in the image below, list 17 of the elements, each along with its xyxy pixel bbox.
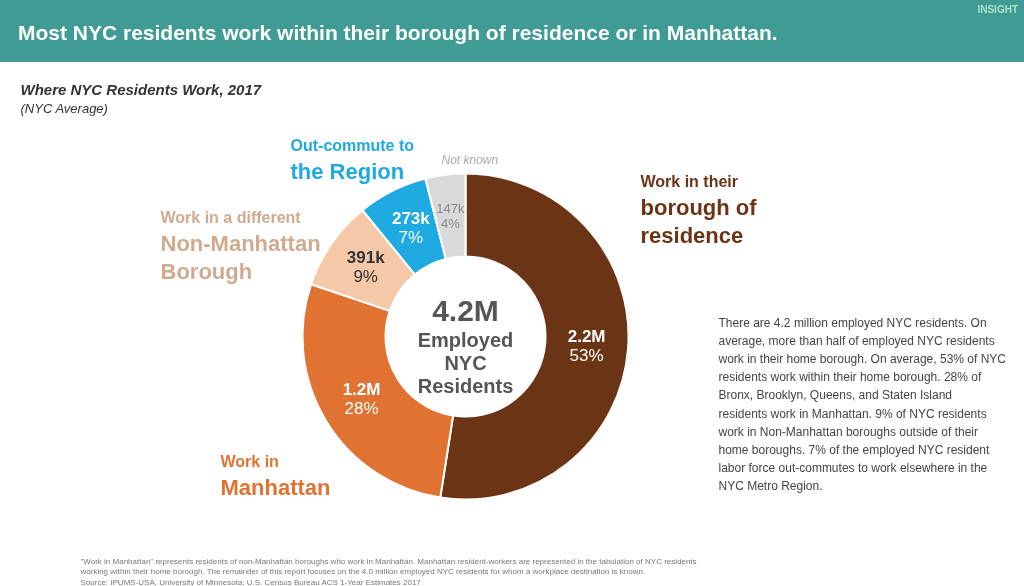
- text: "Work in Manhattan" represents residents of non-Manhattan boroughs who work in Manhattan. Manhattan resident-workers are represented in the tabulation of NYC residents working within their home borough. The remainder of this report focuses on the 4.0 million employed NYC residents for whom a workplace destination is known.: [79, 556, 697, 576]
- data-label: 2.2M 53%: [567, 326, 606, 365]
- text: 4.2M Employed NYC Residents: [417, 293, 514, 397]
- data-label: 1.2M 28%: [342, 380, 381, 419]
- data-label: 391k 9%: [346, 248, 386, 287]
- text: INSIGHT: [977, 3, 1018, 17]
- text: There are 4.2 million employed NYC residents. On average, more than half of employed NYC residents work in their home borough. On average, 53% of NYC residents work within their home borough. 28% of Bronx, Brooklyn, Queens, and Staten Island residents work in Manhattan. 9% of NYC residents work in Non-Manhattan boroughs outside of their home boroughs. 7% of the employed NYC resident labor force out-commutes to work elsewhere in the NYC Metro Region.: [718, 315, 1006, 494]
- source-note: Source: IPUMS-USA, University of Minnesota; U.S. Census Bureau ACS 1-Year Estimates 2017: [80, 577, 422, 586]
- chart-title: Most NYC residents work within their borough of residence or in Manhattan.: [18, 20, 778, 46]
- slice-label: Work in Manhattan: [220, 452, 331, 500]
- slice-label: Work in a different Non-Manhattan Borough: [160, 208, 321, 285]
- data-label: 147k 4%: [436, 200, 466, 231]
- slice-label: Not known: [441, 152, 499, 167]
- chart-subtitle: Where NYC Residents Work, 2017 (NYC Average): [20, 80, 262, 116]
- slice-label: Out-commute to the Region: [290, 136, 415, 184]
- slice-label: Work in their borough of residence: [640, 172, 758, 249]
- data-label: 273k 7%: [391, 208, 431, 247]
